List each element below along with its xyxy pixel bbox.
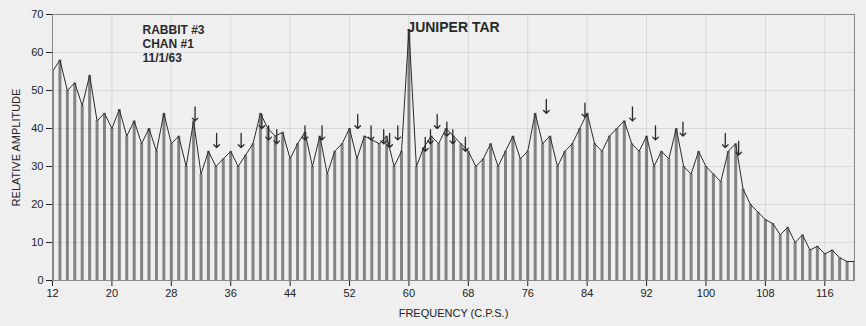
svg-text:JUNIPER TAR: JUNIPER TAR <box>407 19 499 35</box>
svg-text:FREQUENCY (C.P.S.): FREQUENCY (C.P.S.) <box>399 307 509 319</box>
svg-text:40: 40 <box>31 122 43 134</box>
svg-text:70: 70 <box>31 8 43 20</box>
svg-text:100: 100 <box>697 287 715 299</box>
svg-text:RABBIT #3CHAN #111/1/63: RABBIT #3CHAN #111/1/63 <box>143 23 205 65</box>
svg-text:RELATIVE AMPLITUDE: RELATIVE AMPLITUDE <box>10 89 22 207</box>
svg-text:84: 84 <box>581 287 593 299</box>
svg-text:20: 20 <box>106 287 118 299</box>
svg-text:60: 60 <box>31 46 43 58</box>
svg-text:60: 60 <box>403 287 415 299</box>
svg-text:36: 36 <box>225 287 237 299</box>
svg-text:76: 76 <box>522 287 534 299</box>
svg-text:12: 12 <box>46 287 58 299</box>
svg-text:44: 44 <box>284 287 296 299</box>
svg-text:108: 108 <box>756 287 774 299</box>
svg-text:68: 68 <box>462 287 474 299</box>
svg-text:0: 0 <box>37 274 43 286</box>
svg-text:92: 92 <box>640 287 652 299</box>
svg-text:28: 28 <box>165 287 177 299</box>
svg-text:116: 116 <box>816 287 834 299</box>
svg-text:30: 30 <box>31 160 43 172</box>
svg-text:20: 20 <box>31 198 43 210</box>
svg-text:52: 52 <box>343 287 355 299</box>
svg-text:50: 50 <box>31 84 43 96</box>
svg-text:10: 10 <box>31 236 43 248</box>
